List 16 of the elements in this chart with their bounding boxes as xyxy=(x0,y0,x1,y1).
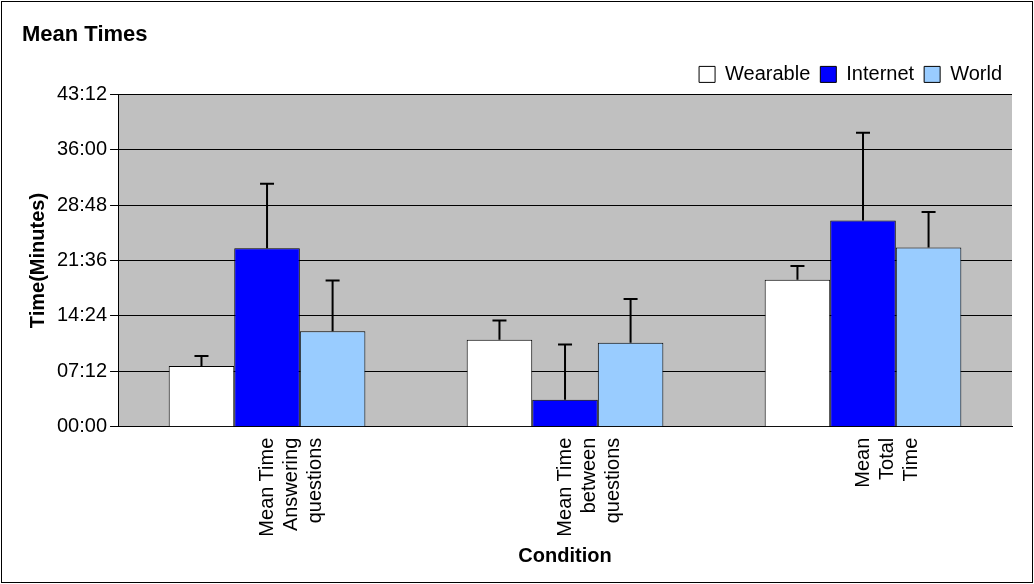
x-axis-title: Condition xyxy=(518,543,612,566)
legend-label: Internet xyxy=(846,61,915,84)
legend-label: World xyxy=(950,61,1003,84)
y-tick-label: 00:00 xyxy=(56,414,108,437)
x-tick-label: Mean Time Answering questions xyxy=(254,437,325,537)
y-tick-label: 36:00 xyxy=(56,137,108,160)
y-tick-label: 43:12 xyxy=(56,81,108,104)
y-tick-label: 21:36 xyxy=(56,248,108,271)
x-tick-label: Mean Time between questions xyxy=(552,437,623,537)
y-tick-label: 28:48 xyxy=(56,192,108,215)
x-tick-label: Mean Total Time xyxy=(850,437,921,488)
legend-label: Wearable xyxy=(725,61,811,84)
y-axis-title: Time(Minutes) xyxy=(25,192,48,329)
chart-title: Mean Times xyxy=(22,21,148,47)
y-tick-label: 14:24 xyxy=(56,303,108,326)
y-tick-label: 07:12 xyxy=(56,358,108,381)
